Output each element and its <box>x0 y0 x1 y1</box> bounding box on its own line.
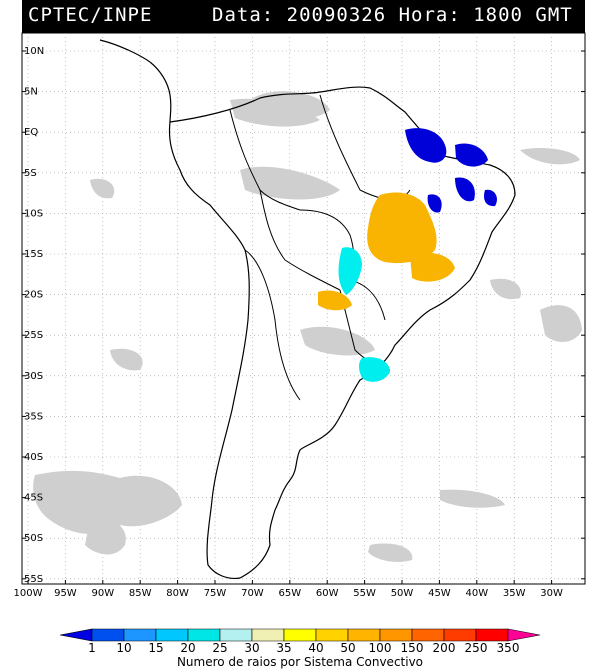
colorbar-tick-label: 100 <box>369 641 392 655</box>
lon-label: 55W <box>353 588 376 599</box>
cloud-cover <box>33 91 582 563</box>
lat-label: 45S <box>24 493 43 504</box>
colorbar-segment <box>443 628 477 642</box>
lat-label: 30S <box>24 371 43 382</box>
colorbar-segment <box>219 628 253 642</box>
datetime-label: Data: 20090326 Hora: 1800 GMT <box>212 4 573 26</box>
colorbar-title: Numero de raios por Sistema Convectivo <box>177 655 423 669</box>
colorbar-segment <box>251 628 285 642</box>
latitude-labels: 10N 5N EQ 5S 10S 15S 20S 25S 30S 35S 40S 45S 50S 55S <box>24 46 44 585</box>
source-label: CPTEC/INPE <box>28 4 153 26</box>
lon-label: 75W <box>204 588 227 599</box>
colorbar-tick-label: 35 <box>276 641 291 655</box>
colorbar-tick-label: 15 <box>148 641 163 655</box>
colorbar-segment <box>475 628 509 642</box>
colorbar-segment <box>91 628 125 642</box>
colorbar-tick-label: 25 <box>212 641 227 655</box>
colorbar-segment <box>283 628 317 642</box>
lat-label: 10N <box>24 46 44 57</box>
lat-label: 40S <box>24 452 43 463</box>
lon-label: 60W <box>316 588 339 599</box>
lat-label: 55S <box>24 574 43 585</box>
colorbar-tick-label: 50 <box>340 641 355 655</box>
lon-label: 30W <box>540 588 563 599</box>
convective-systems <box>318 128 497 382</box>
colorbar-segment <box>155 628 189 642</box>
lon-label: 65W <box>278 588 301 599</box>
colorbar-tick-label: 30 <box>244 641 259 655</box>
colorbar-segment <box>379 628 413 642</box>
lat-label: 15S <box>24 249 43 260</box>
lon-label: 95W <box>54 588 77 599</box>
colorbar-segment <box>507 628 541 642</box>
colorbar-tick-label: 350 <box>497 641 520 655</box>
colorbar-tick-label: 20 <box>180 641 195 655</box>
colorbar-tick-label: 1 <box>88 641 96 655</box>
lat-label: 5S <box>24 168 37 179</box>
country-borders <box>229 94 411 401</box>
colorbar-segment <box>347 628 381 642</box>
lat-label: 25S <box>24 330 43 341</box>
longitude-labels: 100W 95W 90W 85W 80W 75W 70W 65W 60W 55W 50W 45W 40W… <box>14 588 564 599</box>
colorbar-tick-label: 10 <box>116 641 131 655</box>
colorbar-tick-label: 200 <box>433 641 456 655</box>
lon-label: 70W <box>241 588 264 599</box>
lat-label: 5N <box>24 87 38 98</box>
lon-label: 50W <box>391 588 414 599</box>
coastlines <box>99 39 516 580</box>
lon-label: 80W <box>166 588 189 599</box>
lon-label: 90W <box>91 588 114 599</box>
colorbar-segment <box>123 628 157 642</box>
lon-label: 100W <box>14 588 43 599</box>
colorbar-segment <box>315 628 349 642</box>
lon-label: 40W <box>465 588 488 599</box>
colorbar-tick-label: 40 <box>308 641 323 655</box>
colorbar-tick-label: 250 <box>465 641 488 655</box>
lon-label: 45W <box>428 588 451 599</box>
lat-label: 50S <box>24 533 43 544</box>
map-header: CPTEC/INPE Data: 20090326 Hora: 1800 GMT <box>22 0 585 33</box>
lon-label: 35W <box>503 588 526 599</box>
colorbar-segment <box>187 628 221 642</box>
lat-label: 10S <box>24 208 43 219</box>
colorbar-tick-label: 150 <box>401 641 424 655</box>
colorbar: 1 10 15 20 25 30 35 40 50 100 150 200 250 350 <box>59 628 541 655</box>
lon-label: 85W <box>129 588 152 599</box>
lat-label: 35S <box>24 411 43 422</box>
axis-ticks <box>22 50 585 584</box>
colorbar-segment <box>411 628 445 642</box>
lat-label: 20S <box>24 290 43 301</box>
lat-label: EQ <box>24 127 38 138</box>
colorbar-segment <box>59 628 93 642</box>
